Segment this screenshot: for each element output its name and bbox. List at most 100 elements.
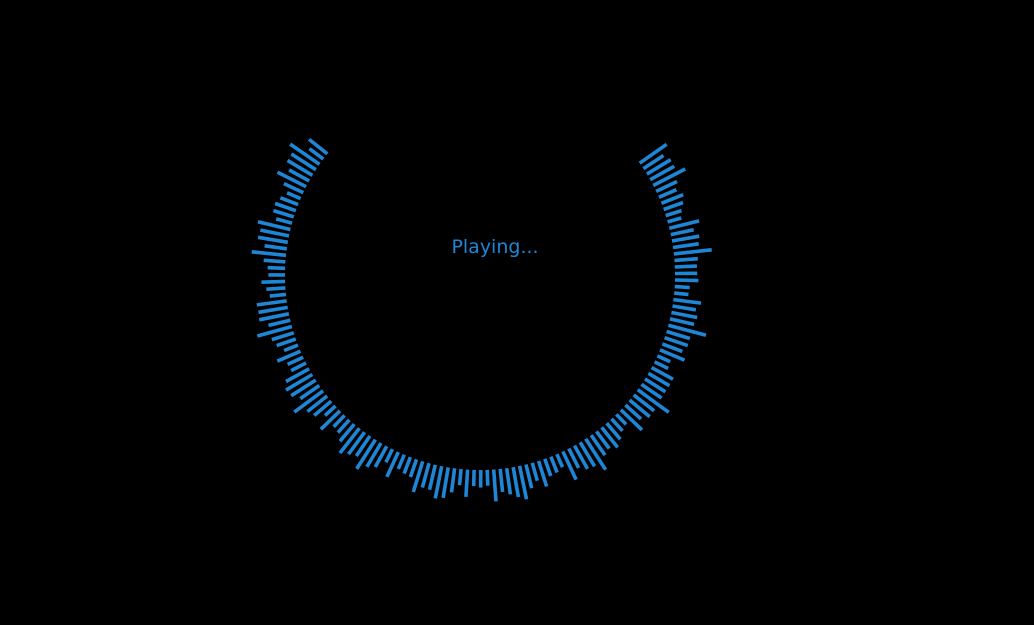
spectrum-bar — [290, 152, 317, 172]
spectrum-bar — [667, 323, 707, 337]
spectrum-bar — [663, 200, 684, 212]
spectrum-bar — [332, 414, 346, 428]
spectrum-bar — [285, 372, 314, 392]
spectrum-bar — [647, 371, 671, 388]
spectrum-bar — [256, 324, 293, 338]
spectrum-bar — [673, 248, 712, 256]
spectrum-bar — [286, 191, 302, 201]
spectrum-bar — [664, 335, 689, 348]
spectrum-bar — [600, 426, 620, 449]
spectrum-bar — [670, 227, 695, 237]
spectrum-bar — [338, 427, 361, 455]
spectrum-bar — [276, 337, 297, 348]
spectrum-bar — [338, 422, 356, 443]
spectrum-bar — [649, 164, 676, 182]
spectrum-bar — [636, 388, 670, 414]
spectrum-bar — [373, 445, 389, 468]
spectrum-bar — [256, 299, 287, 307]
spectrum-bar — [485, 469, 490, 486]
spectrum-bar — [567, 447, 581, 469]
spectrum-bar — [411, 460, 425, 493]
spectrum-bar — [628, 398, 651, 419]
spectrum-bar — [258, 305, 288, 315]
spectrum-bar — [323, 404, 337, 417]
spectrum-bar — [261, 279, 286, 284]
spectrum-bar — [336, 418, 351, 434]
spectrum-bar — [530, 462, 540, 482]
spectrum-bar — [674, 278, 699, 283]
spectrum-bar — [674, 291, 689, 297]
spectrum-bar — [584, 437, 608, 471]
spectrum-bar — [674, 264, 697, 269]
spectrum-bar — [610, 417, 624, 433]
spectrum-bar — [267, 265, 286, 271]
spectrum-bar — [673, 297, 702, 305]
spectrum-bar — [650, 366, 674, 381]
spectrum-bar — [632, 393, 656, 413]
spectrum-bar — [269, 292, 287, 298]
spectrum-bar — [308, 147, 325, 161]
spectrum-bar — [275, 217, 293, 225]
spectrum-bar — [289, 142, 321, 166]
spectrum-bar — [615, 413, 628, 426]
spectrum-bar — [385, 451, 400, 478]
spectrum-bar — [672, 304, 697, 312]
spectrum-bar — [645, 158, 672, 176]
spectrum-bar — [658, 188, 678, 199]
spectrum-bar — [561, 450, 578, 481]
spectrum-bar — [420, 462, 431, 488]
spectrum-bar — [427, 464, 438, 491]
spectrum-bar — [638, 142, 668, 165]
spectrum-bar — [274, 201, 297, 213]
spectrum-bar — [268, 318, 291, 328]
spectrum-bar — [549, 456, 559, 474]
spectrum-bar — [640, 382, 663, 400]
spectrum-bar — [555, 453, 565, 468]
spectrum-bar — [283, 181, 305, 195]
spectrum-bar — [260, 228, 290, 238]
spectrum-bar — [319, 409, 342, 431]
spectrum-bar — [659, 348, 686, 362]
spectrum-bar — [402, 456, 413, 475]
playback-status-text: Playing... — [451, 236, 539, 258]
spectrum-bar — [511, 466, 521, 498]
spectrum-bar — [251, 250, 287, 258]
spectrum-bar — [665, 208, 683, 218]
spectrum-bar — [504, 467, 513, 495]
spectrum-bar — [264, 244, 288, 251]
spectrum-bar — [656, 354, 671, 364]
spectrum-bar — [543, 458, 553, 477]
spectrum-bar — [674, 256, 698, 263]
spectrum-bar — [667, 216, 682, 224]
spectrum-bar — [408, 458, 419, 478]
spectrum-bar — [653, 360, 669, 371]
spectrum-bar — [498, 468, 505, 493]
spectrum-bar — [272, 208, 295, 219]
spectrum-bar — [671, 310, 698, 320]
spectrum-bar — [276, 349, 302, 363]
spectrum-bar — [655, 179, 678, 194]
spectrum-bar — [668, 219, 700, 230]
spectrum-bar — [279, 196, 299, 207]
spectrum-bar — [263, 258, 286, 264]
spectrum-bar — [299, 384, 321, 401]
spectrum-bar — [666, 329, 691, 341]
spectrum-bar — [589, 434, 607, 457]
spectrum-bar — [619, 408, 644, 432]
spectrum-bar — [524, 464, 534, 489]
spectrum-bar — [285, 367, 310, 384]
spectrum-bar — [257, 235, 289, 245]
spectrum-bar — [605, 422, 622, 441]
spectrum-bar — [661, 342, 683, 354]
spectrum-bar — [491, 469, 498, 502]
spectrum-bar — [642, 153, 665, 171]
spectrum-bar — [288, 168, 311, 183]
spectrum-bar — [457, 468, 463, 486]
spectrum-bar — [396, 453, 406, 470]
spectrum-bar — [307, 137, 329, 156]
spectrum-bar — [572, 444, 590, 470]
spectrum-bar — [536, 460, 549, 488]
spectrum-bar — [433, 465, 444, 499]
